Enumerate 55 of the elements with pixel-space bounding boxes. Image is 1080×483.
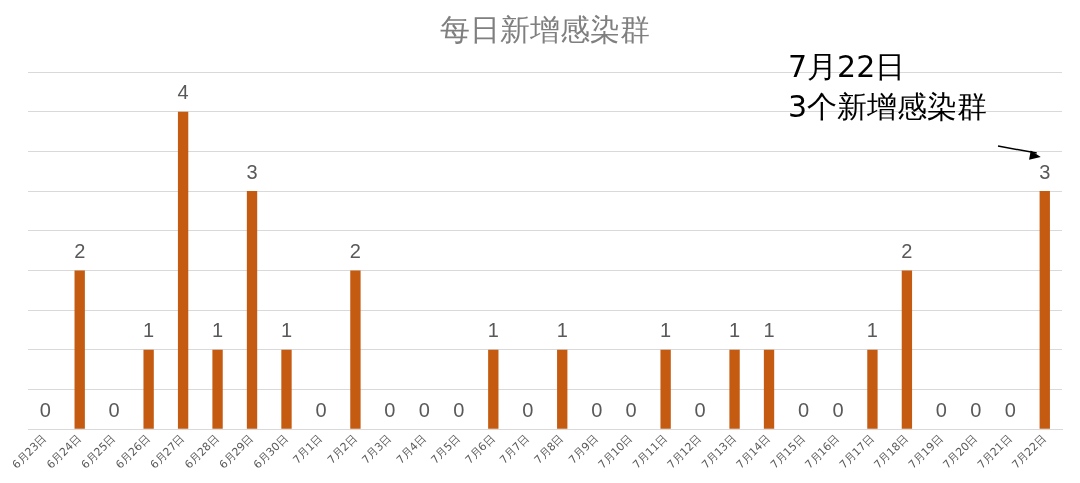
data-label: 0 xyxy=(797,398,810,421)
bar xyxy=(246,191,258,429)
x-tick-label: 7月5日 xyxy=(428,431,463,467)
data-label: 0 xyxy=(970,398,982,421)
bar xyxy=(212,349,223,429)
data-label: 0 xyxy=(935,398,947,421)
x-tick-label: 7月7日 xyxy=(497,431,532,467)
bar xyxy=(350,270,361,429)
data-label: 0 xyxy=(591,398,603,421)
data-label: 3 xyxy=(1039,160,1051,183)
data-label: 1 xyxy=(660,319,672,342)
bar xyxy=(557,349,568,429)
data-label: 0 xyxy=(832,398,844,421)
data-label: 0 xyxy=(418,398,430,421)
data-label: 1 xyxy=(763,319,775,342)
data-label: 1 xyxy=(866,319,878,342)
x-tick-label: 7月8日 xyxy=(531,431,567,467)
data-label: 3 xyxy=(246,160,258,183)
data-label: 0 xyxy=(625,398,637,421)
data-label: 1 xyxy=(556,319,568,342)
bar xyxy=(177,111,189,429)
bar xyxy=(74,270,85,429)
bar xyxy=(1039,191,1050,429)
data-label: 0 xyxy=(108,398,120,421)
data-label: 0 xyxy=(1004,398,1016,421)
chart-title: 每日新增感染群 xyxy=(440,11,650,47)
data-label: 1 xyxy=(729,319,741,342)
bar xyxy=(867,349,878,429)
data-label: 2 xyxy=(74,240,86,262)
x-tick-label: 7月6日 xyxy=(462,431,498,467)
data-label: 1 xyxy=(280,319,293,342)
data-label: 4 xyxy=(177,81,189,104)
data-label: 1 xyxy=(212,319,224,342)
data-label: 0 xyxy=(39,398,51,421)
x-tick-label: 7月4日 xyxy=(393,431,429,467)
data-label: 0 xyxy=(384,398,396,421)
data-label: 0 xyxy=(522,398,534,421)
x-tick-label: 7月3日 xyxy=(359,431,395,467)
annotation: 7月22日 3个新增感染群 xyxy=(788,48,988,124)
data-label: 1 xyxy=(143,319,155,342)
bar xyxy=(729,349,740,429)
bar xyxy=(763,349,775,429)
bar xyxy=(901,270,913,429)
bar xyxy=(143,349,154,429)
data-label: 2 xyxy=(349,240,361,262)
x-tick-label: 7月2日 xyxy=(324,431,360,467)
x-tick-label: 7月1日 xyxy=(290,431,326,467)
data-label: 2 xyxy=(901,240,913,262)
bar xyxy=(281,349,292,429)
data-label: 0 xyxy=(694,398,706,421)
data-label: 0 xyxy=(453,398,465,421)
bar xyxy=(660,349,671,429)
data-label: 0 xyxy=(315,398,327,421)
data-label: 1 xyxy=(487,319,499,342)
bar xyxy=(488,349,499,429)
